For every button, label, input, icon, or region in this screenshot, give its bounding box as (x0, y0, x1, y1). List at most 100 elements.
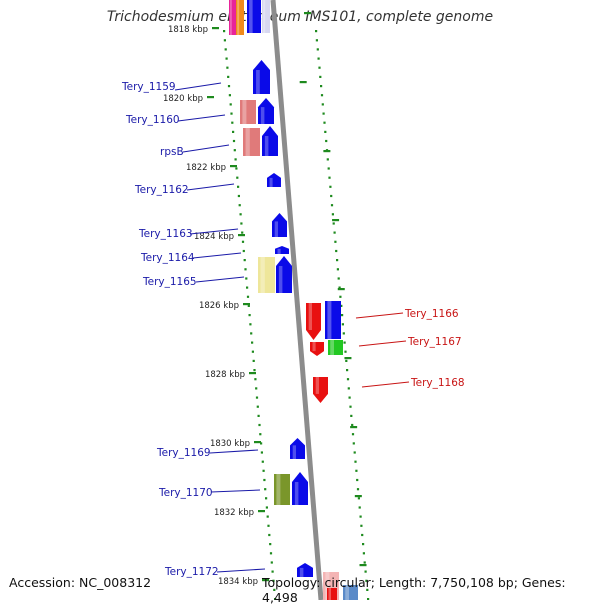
inner-track-dot (265, 497, 268, 500)
outer-track-dot (332, 222, 335, 225)
outer-track-dot (358, 506, 361, 509)
inner-track-dot (226, 66, 229, 69)
inner-track-dot (261, 460, 264, 463)
outer-track-dot (356, 488, 360, 491)
gene-label-leader (189, 228, 239, 235)
inner-track-dot (266, 515, 269, 518)
outer-track-dot (330, 194, 333, 198)
scale-ticks: 1818 kbp 1820 kbp 1822 kbp 1824 kbp 1826 kbp… (163, 12, 367, 587)
inner-track-dot (254, 378, 257, 381)
scale-tick-label: 1828 kbp (205, 370, 245, 380)
forward-cds-tery-1165-sheen (278, 266, 283, 293)
inner-track-dot (264, 488, 267, 491)
outer-track-dot (362, 543, 365, 546)
gene-features (229, 0, 358, 600)
cog-feature-partial-2-body (236, 0, 244, 35)
forward-cds-partial-sheen (249, 0, 253, 33)
outer-track-dot (339, 295, 342, 298)
inner-track-dot (235, 167, 238, 170)
outer-track-dot (352, 442, 355, 445)
outer-track-dot (345, 359, 348, 362)
forward-cds-tery-1170-body (292, 472, 308, 505)
cog-feature-rpsb-sheen (245, 128, 250, 156)
inner-track-dot (233, 149, 236, 152)
outer-scale-tick-mark (354, 495, 362, 498)
inner-track-dot (245, 277, 248, 280)
cog-feature-bottom-1-sheen (325, 572, 330, 600)
inner-track-dot (249, 323, 252, 326)
forward-cds-tery-1159-body (253, 60, 270, 94)
outer-track-dot (351, 423, 354, 427)
cog-feature-partial-3 (262, 0, 270, 33)
forward-cds-tery-1169-sheen (292, 445, 296, 459)
forward-cds-tery-1170-sheen (294, 482, 299, 505)
inner-dotted-track (223, 30, 277, 600)
forward-cds-tery-1164-sheen (277, 248, 281, 254)
inner-track-dot (237, 194, 240, 198)
cog-feature-partial-3-body (262, 0, 270, 33)
scale-tick-mark (262, 579, 269, 582)
inner-track-dot (267, 524, 270, 527)
feature-block-tery-1166-sheen (327, 301, 332, 339)
outer-track-dot (336, 259, 339, 262)
inner-track-dot (224, 48, 227, 51)
forward-cds-tery-1164-body (275, 246, 289, 254)
forward-cds-tery-1163-sheen (274, 221, 278, 237)
outer-track-dot (335, 249, 338, 253)
outer-track-dot (360, 524, 363, 527)
gene-label: Tery_1163 (138, 228, 193, 240)
inner-track-dot (260, 451, 263, 454)
gene-label: Tery_1159 (121, 81, 176, 93)
outer-track-dot (357, 497, 360, 500)
forward-cds-tery-1164 (275, 246, 289, 254)
outer-scale-tick-mark (323, 150, 331, 153)
forward-cds-tery-1160-body (258, 98, 274, 124)
inner-track-dot (258, 423, 261, 427)
reverse-cds-tery-1167 (310, 342, 324, 356)
outer-track-dot (320, 85, 323, 88)
gene-labels: Tery_1159 Tery_1160 rpsB Tery_1162 Tery_1163… (121, 81, 465, 578)
inner-track-dot (250, 332, 253, 335)
outer-track-dot (324, 130, 327, 133)
forward-cds-partial (247, 0, 261, 33)
outer-track-dot (343, 341, 346, 344)
cog-feature-bottom-2 (343, 585, 358, 600)
gene-label-leader (174, 82, 222, 91)
outer-track-dot (325, 139, 328, 143)
outer-track-dot (356, 478, 359, 482)
forward-cds-tery-1162-body (267, 173, 281, 187)
inner-track-dot (246, 295, 250, 298)
outer-scale-tick-mark (299, 81, 307, 84)
scale-tick-label: 1834 kbp (218, 577, 258, 587)
cog-feature-partial-1-body (229, 0, 236, 35)
outer-track-dot (351, 433, 355, 436)
gene-label: Tery_1165 (142, 276, 197, 288)
outer-track-dot (331, 213, 334, 216)
outer-track-dot (337, 277, 340, 280)
gene-label: Tery_1172 (164, 566, 219, 578)
scale-tick-mark (254, 441, 261, 444)
inner-track-dot (228, 94, 231, 97)
outer-track-dot (327, 167, 330, 170)
inner-track-dot (255, 396, 259, 399)
forward-cds-rpsb-body (262, 126, 278, 156)
outer-track-dot (330, 204, 334, 207)
outer-track-dot (365, 579, 368, 582)
outer-track-dot (359, 515, 362, 518)
forward-cds-rpsb-sheen (264, 136, 269, 156)
outer-track-dot (323, 121, 326, 124)
outer-track-dot (321, 103, 324, 106)
inner-track-dot (238, 204, 241, 207)
genome-summary-text: Topology: circular; Length: 7,750,108 bp… (262, 575, 566, 605)
outer-track-dot (316, 48, 319, 51)
outer-track-dot (329, 185, 332, 188)
accession-text: Accession: NC_008312 (9, 575, 152, 590)
gene-label: Tery_1162 (134, 184, 189, 196)
forward-cds-tery-1163-body (272, 213, 287, 237)
forward-cds-tery-1170 (292, 472, 308, 505)
gene-label-leader (192, 252, 242, 259)
inner-track-dot (223, 30, 226, 33)
cog-feature-tery-1160-body (240, 100, 256, 124)
scale-tick-label: 1832 kbp (214, 508, 254, 518)
